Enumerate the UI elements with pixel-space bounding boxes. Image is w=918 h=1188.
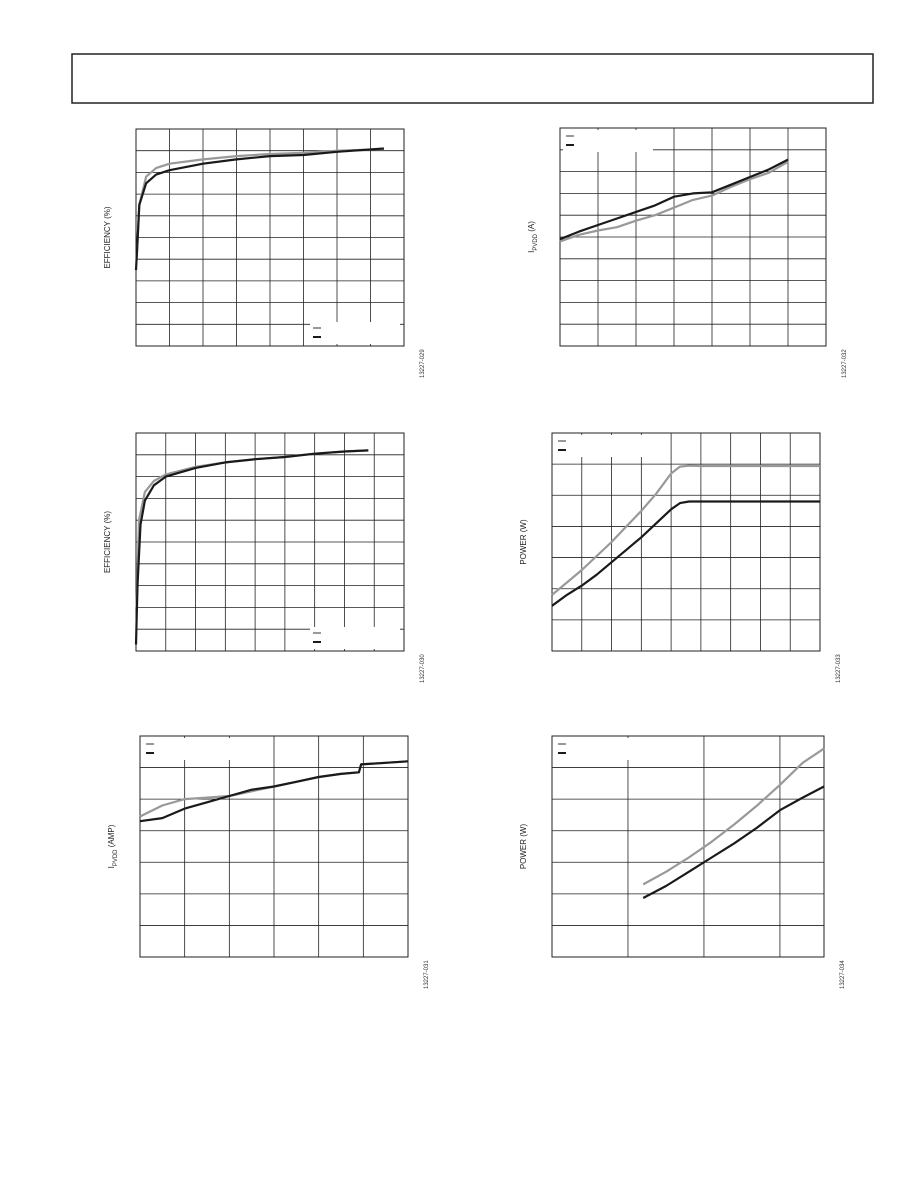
plot-frame <box>551 735 825 958</box>
figure-code: 13227-029 <box>420 349 426 378</box>
data-line <box>551 464 820 596</box>
figure-code: 13227-034 <box>840 960 846 989</box>
legend-box <box>563 130 653 152</box>
legend-box <box>555 435 645 457</box>
data-line <box>139 760 409 823</box>
y-axis-label: IPVDD (AMP) <box>107 824 119 868</box>
y-axis-label: POWER (W) <box>519 519 528 565</box>
figure-code: 13227-030 <box>420 654 426 683</box>
figure-code: 13227-032 <box>842 349 848 378</box>
y-axis-label-part: (AMP) <box>107 824 116 849</box>
figure-code: 13227-033 <box>836 654 842 683</box>
data-line <box>134 147 384 271</box>
y-axis-label: POWER (W) <box>519 824 528 870</box>
data-line <box>559 160 789 243</box>
header-box <box>71 53 874 104</box>
data-line <box>551 500 820 607</box>
y-axis-label: EFFICIENCY (%) <box>103 511 112 573</box>
legend-box <box>310 322 400 344</box>
data-line <box>642 785 825 899</box>
figure-code: 13227-031 <box>424 960 430 989</box>
y-axis-label-part: I <box>107 866 116 868</box>
y-axis-label: EFFICIENCY (%) <box>103 206 112 268</box>
legend-box <box>555 738 645 760</box>
y-axis-label-part: PVDD <box>533 233 539 250</box>
data-line <box>642 747 825 886</box>
plot-frame <box>551 432 821 652</box>
y-axis-label: IPVDD (A) <box>527 221 539 253</box>
legend-box <box>143 738 233 760</box>
data-line <box>559 158 789 241</box>
y-axis-label-part: (A) <box>527 221 536 234</box>
legend-box <box>310 627 400 649</box>
data-line <box>134 449 369 645</box>
y-axis-label-part: I <box>527 251 536 253</box>
y-axis-label-part: PVDD <box>113 849 119 866</box>
